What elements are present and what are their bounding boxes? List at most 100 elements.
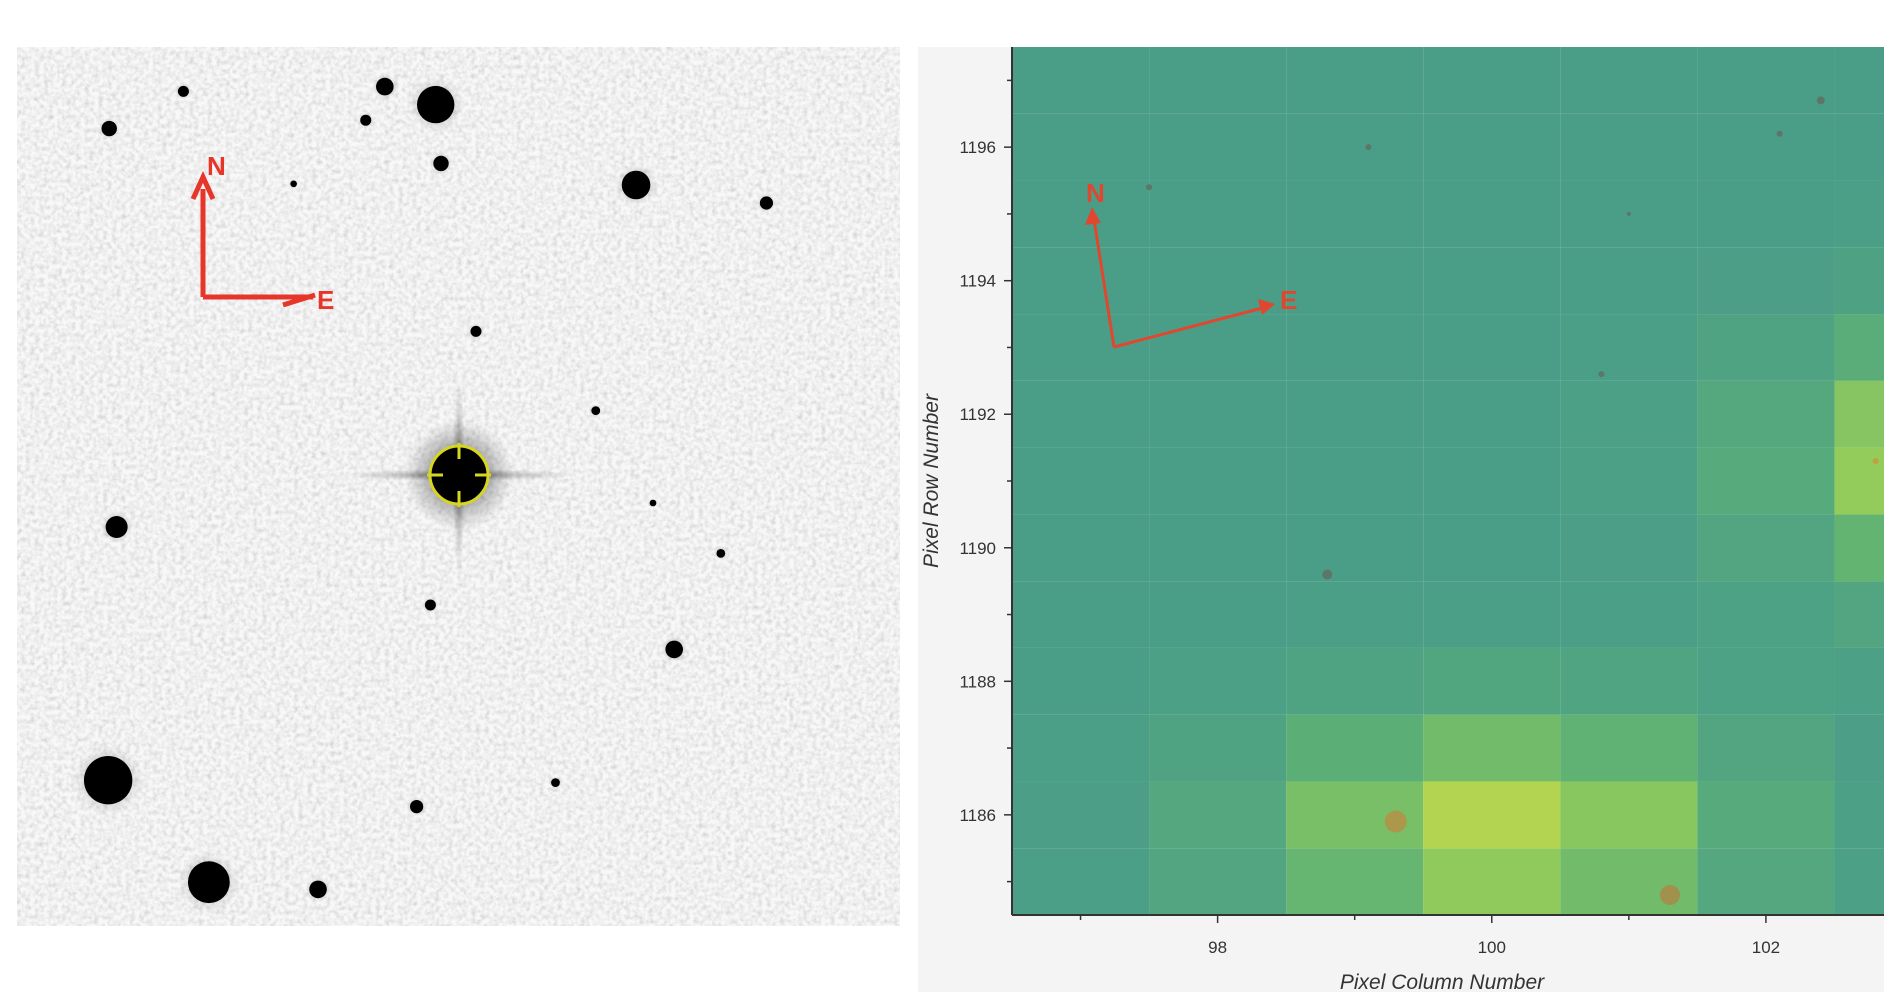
star: [417, 85, 455, 124]
star-field: [72, 73, 777, 913]
heatmap-pixel[interactable]: [1423, 781, 1561, 849]
heatmap-pixel[interactable]: [1560, 247, 1698, 315]
heatmap-pixel[interactable]: [1697, 848, 1835, 915]
pixel-heatmap[interactable]: [918, 47, 1884, 982]
heatmap-pixel[interactable]: [1012, 113, 1150, 181]
heatmap-pixel[interactable]: [1423, 247, 1561, 315]
heatmap-pixel[interactable]: [1834, 781, 1884, 849]
heatmap-pixel[interactable]: [1834, 380, 1884, 448]
heatmap-pixel[interactable]: [1012, 714, 1150, 782]
heatmap-pixel[interactable]: [1560, 314, 1698, 381]
heatmap-pixel[interactable]: [1423, 380, 1561, 448]
heatmap-pixel[interactable]: [1286, 647, 1424, 715]
heatmap-pixel[interactable]: [1560, 514, 1698, 582]
heatmap-pixel[interactable]: [1012, 380, 1150, 448]
heatmap-pixel[interactable]: [1286, 247, 1424, 315]
heatmap-pixel[interactable]: [1286, 848, 1424, 915]
heatmap-pixel[interactable]: [1149, 581, 1287, 648]
heatmap-pixel[interactable]: [1012, 447, 1150, 515]
heatmap-pixel[interactable]: [1834, 848, 1884, 915]
heatmap-pixel[interactable]: [1697, 247, 1835, 315]
heatmap-pixel[interactable]: [1834, 447, 1884, 515]
north-label: N: [207, 151, 226, 181]
heatmap-pixel[interactable]: [1423, 581, 1561, 648]
catalog-star-marker: [1365, 144, 1372, 151]
heatmap-pixel[interactable]: [1286, 113, 1424, 181]
heatmap-pixel[interactable]: [1012, 581, 1150, 648]
heatmap-pixel[interactable]: [1423, 647, 1561, 715]
heatmap-pixel[interactable]: [1423, 848, 1561, 915]
heatmap-pixel[interactable]: [1423, 47, 1561, 114]
heatmap-pixel[interactable]: [1834, 47, 1884, 114]
heatmap-pixel[interactable]: [1149, 848, 1287, 915]
heatmap-pixel[interactable]: [1697, 514, 1835, 582]
heatmap-pixel[interactable]: [1834, 247, 1884, 315]
heatmap-pixel[interactable]: [1423, 180, 1561, 248]
heatmap-pixel[interactable]: [1560, 581, 1698, 648]
heatmap-pixel[interactable]: [1697, 380, 1835, 448]
star: [83, 756, 133, 805]
heatmap-pixel[interactable]: [1834, 113, 1884, 181]
heatmap-pixel[interactable]: [1697, 314, 1835, 381]
heatmap-pixel[interactable]: [1286, 380, 1424, 448]
heatmap-pixel[interactable]: [1697, 180, 1835, 248]
y-tick-label: 1188: [959, 672, 996, 691]
heatmap-pixel[interactable]: [1286, 314, 1424, 381]
heatmap-pixel[interactable]: [1149, 180, 1287, 248]
heatmap-pixel[interactable]: [1149, 714, 1287, 782]
heatmap-pixel[interactable]: [1560, 47, 1698, 114]
heatmap-pixel[interactable]: [1697, 113, 1835, 181]
heatmap-pixel[interactable]: [1834, 314, 1884, 381]
heatmap-pixel[interactable]: [1834, 514, 1884, 582]
heatmap-pixel[interactable]: [1697, 581, 1835, 648]
heatmap-pixel[interactable]: [1697, 447, 1835, 515]
heatmap-pixel[interactable]: [1149, 647, 1287, 715]
y-tick-label: 1196: [959, 138, 996, 157]
heatmap-pixel[interactable]: [1149, 447, 1287, 515]
heatmap-pixel[interactable]: [1560, 113, 1698, 181]
heatmap-pixel[interactable]: [1012, 514, 1150, 582]
tpf-image-panel: N E 981001021041061081186118811901192119…: [918, 47, 1884, 992]
y-tick-label: 1194: [959, 272, 996, 291]
heatmap-pixel[interactable]: [1697, 781, 1835, 849]
heatmap-pixel[interactable]: [1423, 314, 1561, 381]
heatmap-pixel[interactable]: [1834, 180, 1884, 248]
heatmap-pixel[interactable]: [1012, 647, 1150, 715]
heatmap-pixel[interactable]: [1012, 180, 1150, 248]
heatmap-pixel[interactable]: [1560, 647, 1698, 715]
heatmap-pixel[interactable]: [1697, 47, 1835, 114]
heatmap-pixel[interactable]: [1286, 714, 1424, 782]
heatmap-pixel[interactable]: [1149, 781, 1287, 849]
heatmap-pixel[interactable]: [1012, 848, 1150, 915]
heatmap-pixel[interactable]: [1423, 714, 1561, 782]
heatmap-pixel[interactable]: [1560, 447, 1698, 515]
heatmap-pixel[interactable]: [1149, 314, 1287, 381]
heatmap-pixel[interactable]: [1560, 380, 1698, 448]
heatmap-pixel[interactable]: [1834, 714, 1884, 782]
heatmap-pixel[interactable]: [1286, 447, 1424, 515]
heatmap-pixel[interactable]: [1560, 848, 1698, 915]
x-axis-label: Pixel Column Number: [1340, 971, 1545, 992]
heatmap-pixel[interactable]: [1697, 647, 1835, 715]
heatmap-pixel[interactable]: [1286, 47, 1424, 114]
heatmap-pixel[interactable]: [1012, 781, 1150, 849]
heatmap-pixel[interactable]: [1834, 581, 1884, 648]
heatmap-pixel[interactable]: [1286, 514, 1424, 582]
heatmap-pixel[interactable]: [1149, 113, 1287, 181]
heatmap-pixel[interactable]: [1149, 380, 1287, 448]
heatmap-pixel[interactable]: [1560, 781, 1698, 849]
heatmap-pixel[interactable]: [1423, 447, 1561, 515]
heatmap-pixel[interactable]: [1697, 714, 1835, 782]
heatmap-pixel[interactable]: [1012, 47, 1150, 114]
heatmap-pixel[interactable]: [1560, 714, 1698, 782]
heatmap-pixel[interactable]: [1012, 247, 1150, 315]
heatmap-pixel[interactable]: [1423, 113, 1561, 181]
heatmap-pixel[interactable]: [1286, 581, 1424, 648]
target-crosshair[interactable]: [427, 443, 491, 507]
heatmap-pixel[interactable]: [1012, 314, 1150, 381]
heatmap-pixel[interactable]: [1286, 180, 1424, 248]
heatmap-pixel[interactable]: [1149, 47, 1287, 114]
heatmap-pixel[interactable]: [1423, 514, 1561, 582]
heatmap-pixel[interactable]: [1834, 647, 1884, 715]
heatmap-pixel[interactable]: [1149, 514, 1287, 582]
